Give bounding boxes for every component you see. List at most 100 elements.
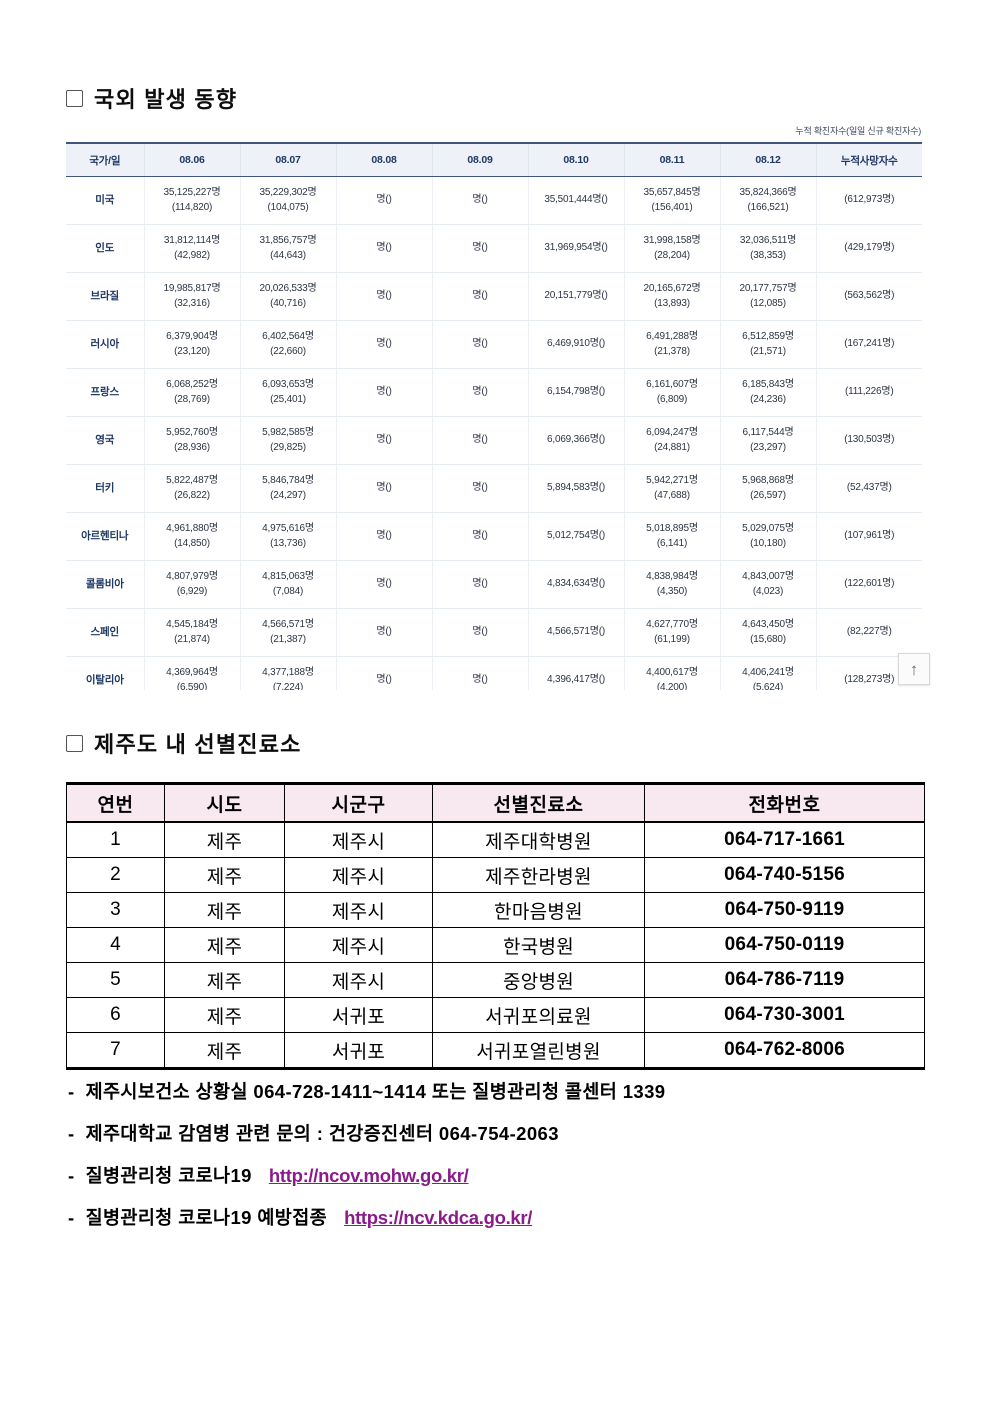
daily-new-cases: (21,378) <box>654 345 690 357</box>
daily-new-cases: (6,590) <box>176 681 208 691</box>
table-row: 콜롬비아 4,807,979명 (6,929) 4,815,063명 (7,084) 명(… <box>66 560 922 609</box>
cumulative-cases: 5,942,271명 <box>646 475 698 486</box>
case-count-cell: 명() <box>335 464 432 513</box>
cumulative-cases: 5,012,754명() <box>547 530 605 542</box>
cumulative-cases: 명() <box>376 242 392 254</box>
table-row: 2 제주 제주시 제주한라병원 064-740-5156 <box>66 857 925 893</box>
daily-new-cases: (61,199) <box>654 633 690 645</box>
screening-clinics-table: 연번 시도 시군구 선별진료소 전화번호 1 제주 제주시 제주대학병원 064-717… <box>66 782 925 1070</box>
note-text: 질병관리청 코로나19 <box>85 1165 252 1186</box>
cumulative-cases: 명() <box>376 530 392 542</box>
cumulative-cases: 35,501,444명() <box>544 194 608 206</box>
case-count-cell: 명() <box>335 656 432 690</box>
daily-new-cases: (166,521) <box>747 201 789 213</box>
cumulative-cases: 5,029,075명 <box>742 523 794 534</box>
daily-new-cases: (23,297) <box>750 441 786 453</box>
scroll-to-top-icon[interactable]: ↑ <box>898 653 930 685</box>
cumulative-cases: 4,545,184명 <box>166 619 218 630</box>
external-link[interactable]: http://ncov.mohw.go.kr/ <box>268 1165 469 1186</box>
cumulative-cases: 4,807,979명 <box>166 571 218 582</box>
sigungu-cell: 서귀포 <box>284 997 433 1033</box>
daily-new-cases: (28,769) <box>174 393 210 405</box>
global-table-container[interactable]: 국가/일 08.06 08.07 08.08 08.09 08.10 08.11… <box>66 142 922 690</box>
daily-new-cases: (28,936) <box>174 441 210 453</box>
case-count-cell: 6,185,843명 (24,236) <box>719 368 816 417</box>
col-header-0808: 08.08 <box>335 142 432 177</box>
row-number-cell: 6 <box>66 997 165 1033</box>
cumulative-cases: 5,822,487명 <box>166 475 218 486</box>
cumulative-cases: 6,117,544명 <box>742 427 794 438</box>
case-count-cell: 35,501,444명() <box>527 176 624 225</box>
daily-new-cases: (47,688) <box>654 489 690 501</box>
case-count-cell: 19,985,817명 (32,316) <box>143 272 240 321</box>
country-name-cell: 프랑스 <box>66 368 144 417</box>
daily-new-cases: (7,224) <box>272 681 304 691</box>
table-row: 이탈리아 4,369,964명 (6,590) 4,377,188명 (7,224) 명(… <box>66 656 922 691</box>
case-count-cell: 4,815,063명 (7,084) <box>239 560 336 609</box>
cumulative-cases: 명() <box>472 242 488 254</box>
col-header-0812: 08.12 <box>719 142 816 177</box>
cumulative-cases: 4,406,241명 <box>742 667 794 678</box>
row-number-cell: 5 <box>66 962 165 998</box>
daily-new-cases: (26,822) <box>174 489 210 501</box>
table-row: 브라질 19,985,817명 (32,316) 20,026,533명 (40,716… <box>66 272 922 321</box>
sigungu-cell: 제주시 <box>284 962 433 998</box>
section-heading-clinics: 제주도 내 선별진료소 <box>66 727 302 759</box>
case-count-cell: 명() <box>335 512 432 561</box>
daily-new-cases: (24,236) <box>750 393 786 405</box>
daily-new-cases: (13,893) <box>654 297 690 309</box>
case-count-cell: 20,026,533명 (40,716) <box>239 272 336 321</box>
cumulative-cases: 명() <box>376 290 392 302</box>
external-link[interactable]: https://ncv.kdca.go.kr/ <box>344 1207 533 1228</box>
case-count-cell: 4,975,616명 (13,736) <box>239 512 336 561</box>
case-count-cell: 5,894,583명() <box>527 464 624 513</box>
case-count-cell: 명() <box>431 416 528 465</box>
daily-new-cases: (21,874) <box>174 633 210 645</box>
col-header-0807: 08.07 <box>239 142 336 177</box>
cumulative-cases: 명() <box>472 290 488 302</box>
section-heading-clinics-label: 제주도 내 선별진료소 <box>94 732 302 757</box>
cumulative-cases: 4,566,571명() <box>547 626 605 638</box>
cumulative-cases: 20,151,779명() <box>544 290 608 302</box>
sido-cell: 제주 <box>164 892 285 928</box>
cumulative-cases: 20,165,672명 <box>643 283 701 294</box>
phone-number-cell: 064-740-5156 <box>644 857 925 893</box>
cumulative-cases: 4,815,063명 <box>262 571 314 582</box>
case-count-cell: 31,969,954명() <box>527 224 624 273</box>
col-header-0809: 08.09 <box>431 142 528 177</box>
cumulative-cases: 6,094,247명 <box>646 427 698 438</box>
daily-new-cases: (104,075) <box>267 201 309 213</box>
cumulative-cases: 4,843,007명 <box>742 571 794 582</box>
col-header-clinic-name: 선별진료소 <box>432 782 645 823</box>
case-count-cell: 명() <box>335 560 432 609</box>
daily-new-cases: (32,316) <box>174 297 210 309</box>
daily-new-cases: (7,084) <box>272 585 304 597</box>
daily-new-cases: (4,350) <box>656 585 688 597</box>
contact-note-line: - 질병관리청 코로나19 예방접종 https://ncv.kdca.go.kr/ <box>68 1204 928 1230</box>
table-row: 1 제주 제주시 제주대학병원 064-717-1661 <box>66 821 925 858</box>
case-count-cell: 명() <box>335 176 432 225</box>
case-count-cell: 4,838,984명 (4,350) <box>623 560 720 609</box>
case-count-cell: 6,161,607명 (6,809) <box>623 368 720 417</box>
table-row: 6 제주 서귀포 서귀포의료원 064-730-3001 <box>66 997 925 1033</box>
daily-new-cases: (24,297) <box>270 489 306 501</box>
clinic-name-cell: 한국병원 <box>432 927 645 963</box>
case-count-cell: 5,942,271명 (47,688) <box>623 464 720 513</box>
cumulative-cases: 명() <box>376 386 392 398</box>
country-name-cell: 아르헨티나 <box>66 512 144 561</box>
table-row: 인도 31,812,114명 (42,982) 31,856,757명 (44,643)… <box>66 224 922 273</box>
cumulative-cases: 4,369,964명 <box>166 667 218 678</box>
case-count-cell: 31,998,158명 (28,204) <box>623 224 720 273</box>
cumulative-cases: 35,229,302명 <box>259 187 317 198</box>
case-count-cell: 6,379,904명 (23,120) <box>143 320 240 369</box>
case-count-cell: 6,117,544명 (23,297) <box>719 416 816 465</box>
col-header-no: 연번 <box>66 782 165 823</box>
case-count-cell: 5,822,487명 (26,822) <box>143 464 240 513</box>
clinic-name-cell: 한마음병원 <box>432 892 645 928</box>
case-count-cell: 명() <box>431 512 528 561</box>
case-count-cell: 31,856,757명 (44,643) <box>239 224 336 273</box>
daily-new-cases: (6,929) <box>176 585 208 597</box>
col-header-sigungu: 시군구 <box>284 782 433 823</box>
daily-new-cases: (15,680) <box>750 633 786 645</box>
daily-new-cases: (156,401) <box>651 201 693 213</box>
